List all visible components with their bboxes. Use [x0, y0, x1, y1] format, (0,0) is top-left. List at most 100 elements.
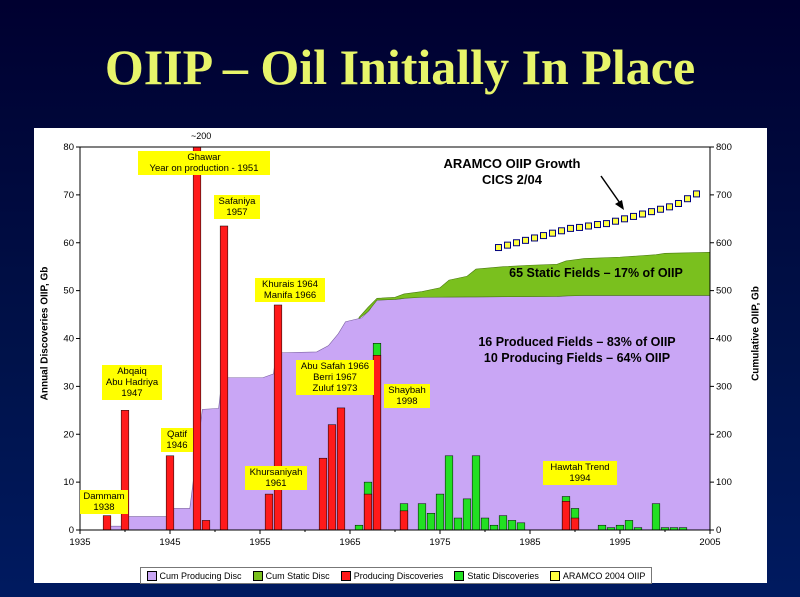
static-discovery-bar	[435, 493, 445, 531]
legend-item: ARAMCO 2004 OIIP	[549, 570, 645, 581]
producing-discovery-bar	[318, 457, 328, 531]
abusafah-label: Abu Safah 1966 Berri 1967 Zuluf 1973	[296, 360, 374, 395]
legend-item: Cum Static Disc	[252, 570, 330, 581]
static-discovery-bar	[651, 503, 661, 531]
legend: Cum Producing Disc Cum Static Disc Produ…	[140, 567, 652, 584]
legend-swatch	[252, 570, 263, 581]
producing-discovery-bar	[102, 515, 112, 531]
y-tick-label: 60	[63, 238, 74, 249]
producing-discovery-bar	[363, 493, 373, 531]
khurais-label: Khurais 1964 Manifa 1966	[255, 278, 325, 302]
aramco-oiip-point	[522, 236, 529, 244]
x-tick-label: 1985	[519, 537, 540, 548]
producing-discovery-bar	[201, 520, 211, 531]
aramco-oiip-point	[639, 210, 646, 218]
y-tick-label: 0	[69, 525, 74, 536]
aramco-oiip-point	[504, 241, 511, 249]
aramco-oiip-point	[684, 195, 691, 203]
aramco-oiip-point	[612, 217, 619, 225]
legend-swatch	[454, 570, 465, 581]
static-discovery-bar	[417, 503, 427, 531]
hawtah-label: Hawtah Trend 1994	[543, 461, 617, 485]
legend-item: Static Discoveries	[454, 570, 539, 581]
legend-label: Cum Producing Disc	[159, 570, 242, 581]
y2-tick-label: 700	[716, 190, 732, 201]
aramco-oiip-point	[540, 232, 547, 240]
qatif-label: Qatif 1946	[161, 428, 193, 452]
legend-item: Producing Discoveries	[340, 570, 444, 581]
producing-discovery-bar	[570, 517, 580, 531]
khursaniyah-label: Khursaniyah 1961	[245, 466, 307, 490]
x-tick-label: 1995	[609, 537, 630, 548]
y2-tick-label: 500	[716, 286, 732, 297]
producing-discovery-bar	[327, 424, 337, 531]
aramco-oiip-point	[567, 224, 574, 232]
oiip-chart: 0102030405060708001002003004005006007008…	[63, 142, 732, 548]
producing-discovery-bar	[219, 225, 229, 531]
static-discovery-bar	[354, 524, 364, 531]
legend-label: Static Discoveries	[467, 570, 539, 581]
aramco-oiip-point	[495, 244, 502, 252]
aramco-oiip-point	[675, 199, 682, 207]
shaybah-label: Shaybah 1998	[384, 384, 430, 408]
y-tick-label: 30	[63, 381, 74, 392]
static-discovery-bar	[615, 524, 625, 531]
y-tick-label: 40	[63, 334, 74, 345]
abqaiq-label: Abqaiq Abu Hadriya 1947	[102, 365, 162, 400]
y-tick-label: 70	[63, 190, 74, 201]
aramco-oiip-point	[585, 222, 592, 230]
y2-tick-label: 0	[716, 525, 721, 536]
y2-tick-label: 800	[716, 142, 732, 153]
produced-fields-label: 16 Produced Fields – 83% of OIIP 10 Produ…	[478, 335, 676, 365]
legend-swatch	[549, 570, 560, 581]
legend-swatch	[146, 570, 157, 581]
static-discovery-bar	[480, 517, 490, 531]
legend-label: Cum Static Disc	[265, 570, 330, 581]
producing-discovery-bar	[264, 493, 274, 531]
x-tick-label: 1965	[339, 537, 360, 548]
legend-item: Cum Producing Disc	[146, 570, 242, 581]
aramco-oiip-point	[657, 205, 664, 213]
aramco-arrow	[600, 175, 623, 207]
static-discovery-bar	[462, 498, 472, 531]
aramco-oiip-point	[558, 227, 565, 235]
static-discovery-bar	[507, 520, 517, 531]
y-tick-label: 10	[63, 477, 74, 488]
aramco-oiip-point	[630, 212, 637, 220]
x-tick-label: 1975	[429, 537, 450, 548]
y2-tick-label: 200	[716, 429, 732, 440]
producing-discovery-bar	[372, 355, 382, 531]
dammam-label: Dammam 1938	[80, 490, 128, 514]
aramco-oiip-point	[648, 208, 655, 216]
aramco-oiip-point	[666, 203, 673, 211]
aramco-oiip-point	[603, 220, 610, 228]
overflow-label: ~200	[191, 131, 212, 141]
aramco-arrowhead	[615, 200, 624, 210]
x-tick-label: 1955	[249, 537, 270, 548]
x-tick-label: 2005	[699, 537, 720, 548]
y2-tick-label: 100	[716, 477, 732, 488]
producing-discovery-bar	[273, 304, 283, 531]
static-discovery-bar	[516, 522, 526, 531]
static-discovery-bar	[498, 515, 508, 531]
aramco-oiip-point	[576, 223, 583, 231]
y-axis-label: Annual Discoveries OIIP, Gb	[39, 266, 51, 401]
producing-discovery-bar	[336, 407, 346, 531]
static-discovery-bar	[597, 524, 607, 531]
y-tick-label: 20	[63, 429, 74, 440]
aramco-oiip-point	[513, 239, 520, 247]
y-tick-label: 50	[63, 286, 74, 297]
slide-title: OIIP – Oil Initially In Place	[104, 39, 696, 95]
static-discovery-bar	[471, 455, 481, 531]
y2-tick-label: 300	[716, 381, 732, 392]
x-tick-label: 1935	[69, 537, 90, 548]
producing-discovery-bar	[165, 455, 175, 531]
x-tick-label: 1945	[159, 537, 180, 548]
aramco-oiip-point	[594, 221, 601, 229]
static-fields-label: 65 Static Fields – 17% of OIIP	[509, 266, 683, 280]
aramco-oiip-point	[693, 190, 700, 198]
legend-label: Producing Discoveries	[353, 570, 444, 581]
static-discovery-bar	[489, 524, 499, 531]
legend-swatch	[340, 570, 351, 581]
y2-tick-label: 600	[716, 238, 732, 249]
